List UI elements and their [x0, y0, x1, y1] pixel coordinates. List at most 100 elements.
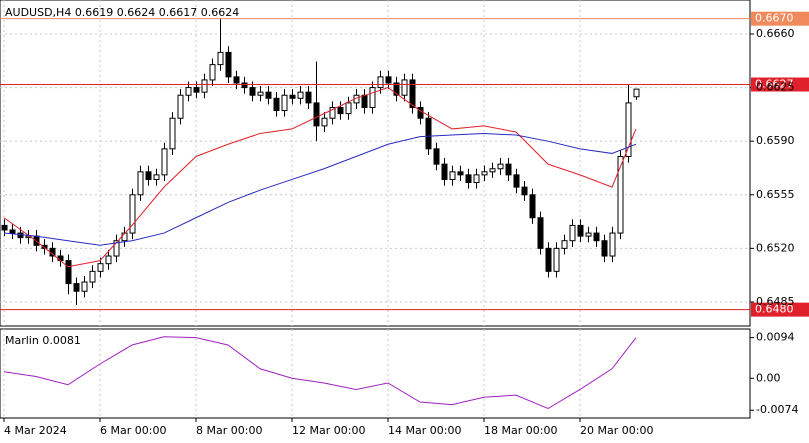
x-tick-label: 20 Mar 00:00 — [580, 424, 653, 437]
candle-body — [145, 171, 152, 180]
candle-body — [369, 87, 376, 108]
x-tick-label: 12 Mar 00:00 — [292, 424, 365, 437]
level-tag — [751, 302, 809, 317]
candle-body — [409, 79, 416, 108]
candle-body — [521, 186, 528, 196]
candle-body — [537, 217, 544, 249]
candle-body — [481, 171, 488, 176]
y-tick-label: 0.6520 — [756, 241, 795, 254]
candle-body — [249, 87, 256, 96]
candle-body — [425, 117, 432, 150]
x-tick-label: 6 Mar 00:00 — [100, 424, 166, 437]
candle-body — [97, 263, 104, 272]
candle-body — [305, 91, 312, 104]
candle-body — [553, 247, 560, 272]
candle-body — [577, 224, 584, 237]
candle-body — [345, 102, 352, 115]
candle-body — [169, 117, 176, 150]
candle-body — [457, 171, 464, 176]
candle-body — [289, 94, 296, 99]
candle-body — [617, 155, 624, 234]
candle-body — [113, 240, 120, 257]
candle-body — [281, 94, 288, 112]
candle-body — [561, 240, 568, 249]
x-tick-label: 14 Mar 00:00 — [388, 424, 461, 437]
candle-body — [593, 232, 600, 242]
level-tag — [751, 11, 809, 26]
indicator-title: Marlin 0.0081 — [5, 334, 81, 347]
candle-body — [17, 232, 24, 239]
indicator-panel-frame — [0, 328, 751, 419]
candle-body — [337, 106, 344, 115]
candle-body — [441, 163, 448, 180]
x-tick-label: 18 Mar 00:00 — [484, 424, 557, 437]
candle-body — [217, 51, 224, 66]
main-panel-frame — [0, 0, 751, 327]
candle-body — [329, 106, 336, 119]
candle-body — [321, 117, 328, 127]
candle-body — [65, 260, 72, 285]
y-tick-label: 0.6555 — [756, 188, 795, 201]
candle-body — [161, 148, 168, 176]
candle-body — [361, 94, 368, 108]
candle-body — [513, 174, 520, 188]
candle-body — [73, 283, 80, 292]
candle-body — [529, 194, 536, 219]
candle-body — [433, 148, 440, 165]
candle-body — [201, 79, 208, 93]
candle-body — [137, 171, 144, 196]
candle-body — [377, 76, 384, 89]
indicator-line — [3, 336, 637, 410]
candle-body — [1, 224, 8, 231]
y-tick-label: 0.6660 — [756, 27, 795, 40]
y-tick-label: -0.0074 — [756, 403, 798, 416]
candle-body — [89, 270, 96, 283]
moving-average — [3, 133, 637, 246]
candle-body — [185, 87, 192, 96]
candle-body — [81, 281, 88, 292]
level-tag — [751, 77, 809, 92]
candle-body — [569, 224, 576, 242]
y-tick-label: 0.6485 — [756, 295, 795, 308]
candle-body — [209, 64, 216, 81]
candle-body — [193, 87, 200, 93]
candle-body — [393, 82, 400, 96]
candle-body — [633, 88, 640, 98]
candle-body — [233, 76, 240, 84]
candle-body — [241, 82, 248, 89]
candle-body — [265, 91, 272, 99]
candle-body — [505, 163, 512, 176]
candle-body — [609, 232, 616, 257]
candle-body — [41, 244, 48, 249]
candle-body — [9, 229, 16, 234]
x-tick-label: 8 Mar 00:00 — [196, 424, 262, 437]
y-tick-label: 0.0094 — [756, 331, 795, 344]
candle-body — [473, 174, 480, 184]
candle-body — [465, 174, 472, 184]
candle-body — [385, 76, 392, 84]
candle-body — [601, 240, 608, 257]
candle-body — [273, 97, 280, 112]
level-label: 0.6480 — [755, 303, 794, 316]
candle-body — [497, 163, 504, 170]
candle-body — [257, 91, 264, 96]
candle-body — [297, 91, 304, 99]
candle-body — [489, 168, 496, 173]
level-label: 0.6627 — [755, 78, 794, 91]
candle-body — [585, 232, 592, 237]
candle-body — [313, 102, 320, 127]
candle-body — [177, 94, 184, 119]
moving-average — [3, 87, 637, 268]
y-tick-label: 0.00 — [756, 371, 781, 384]
candle-body — [129, 194, 136, 234]
candle-body — [545, 247, 552, 272]
candle-body — [449, 171, 456, 180]
candle-body — [57, 255, 64, 262]
candle-body — [625, 102, 632, 157]
y-tick-label: 0.6590 — [756, 134, 795, 147]
candle-body — [401, 79, 408, 96]
y-tick-label: 0.6625 — [756, 81, 795, 94]
candle-body — [105, 255, 112, 265]
level-label: 0.6670 — [755, 12, 794, 25]
